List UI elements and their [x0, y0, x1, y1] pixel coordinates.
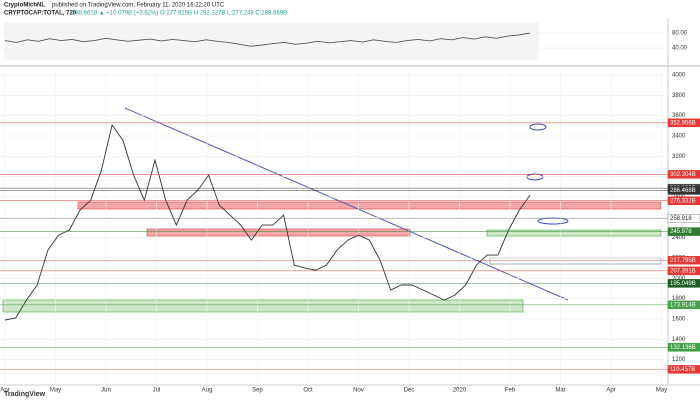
x-tick-label: Aug — [202, 388, 213, 394]
support-zone — [486, 229, 662, 237]
x-tick-label: Dec — [404, 388, 415, 394]
trend-line — [124, 107, 569, 301]
y-tick-label: 80.00 — [672, 31, 688, 37]
x-tick-label: Sep — [252, 388, 263, 394]
neutral-zone — [489, 257, 662, 265]
price-tag — [667, 227, 700, 236]
y-tick-label: 2000 — [672, 276, 686, 282]
quote: 288.6618 ▲ +10.079B (+3.62%) O:277.915B … — [72, 11, 287, 17]
price-tag-label: 132.136B — [670, 345, 696, 351]
y-tick-label: 4000 — [672, 73, 686, 79]
support-zone — [2, 299, 524, 313]
resistance-zone — [146, 228, 411, 237]
published: published on TradingView.com, February 1… — [52, 3, 225, 9]
resistance-zone — [77, 201, 662, 210]
marker — [526, 173, 544, 181]
price-tag — [667, 118, 700, 128]
y-tick-label: 3200 — [672, 154, 686, 160]
x-tick-label: 2020 — [453, 388, 467, 394]
price-tag — [667, 186, 700, 195]
x-tick-label: May — [656, 388, 667, 394]
x-tick-label: Mar — [555, 388, 565, 394]
x-tick-label: Apr — [0, 388, 9, 394]
x-tick-label: Nov — [353, 388, 364, 394]
author: CryptoMichNL — [4, 3, 45, 9]
price-tag — [667, 365, 700, 374]
price-tag-label: 173.914B — [670, 302, 696, 308]
symbol: CRYPTOCAP:TOTAL, 720 — [4, 11, 77, 17]
price-tag-label: 258.918 — [670, 216, 692, 222]
price-tag — [667, 255, 700, 265]
price-tag-label: 286.468B — [670, 188, 696, 194]
x-tick-label: May — [50, 388, 61, 394]
price-tag — [667, 279, 700, 288]
price-tag — [667, 343, 700, 352]
price-tag — [667, 170, 700, 179]
price-tag-label: 276.332B — [670, 198, 696, 204]
y-tick-label: 1200 — [672, 357, 686, 363]
series-line — [4, 124, 531, 321]
price-tag — [667, 266, 700, 276]
x-tick-label: Apr — [606, 388, 615, 394]
price-tag — [667, 196, 700, 205]
price-tag-label: 245.978 — [670, 229, 692, 235]
y-tick-label: 1400 — [672, 337, 686, 343]
y-tick-label: 1800 — [672, 296, 686, 302]
price-tag — [667, 300, 700, 310]
price-tag-label: 207.391B — [670, 268, 696, 274]
y-tick-label: 3600 — [672, 113, 686, 119]
y-tick-label: 40.00 — [672, 46, 688, 52]
y-tick-label: 3400 — [672, 134, 686, 140]
price-tag-label: 195.049B — [670, 281, 696, 287]
rsi-band — [4, 22, 539, 60]
x-tick-label: Jun — [101, 388, 111, 394]
series-line — [4, 32, 531, 47]
x-tick-label: Oct — [303, 388, 313, 394]
marker — [529, 123, 547, 131]
price-tag-label: 352.956B — [670, 120, 696, 126]
logo: TradingView — [4, 391, 46, 398]
marker — [537, 217, 569, 225]
price-tag-label: 217.795B — [670, 258, 696, 264]
y-tick-label: 1600 — [672, 317, 686, 323]
y-tick-label: 2400 — [672, 235, 686, 241]
x-tick-label: Feb — [505, 388, 516, 394]
price-tag-label: 110.457B — [670, 367, 695, 373]
x-tick-label: Jul — [153, 388, 161, 394]
y-tick-label: 3800 — [672, 93, 686, 99]
price-tag-label: 302.304B — [670, 172, 696, 178]
price-tag — [667, 214, 700, 223]
